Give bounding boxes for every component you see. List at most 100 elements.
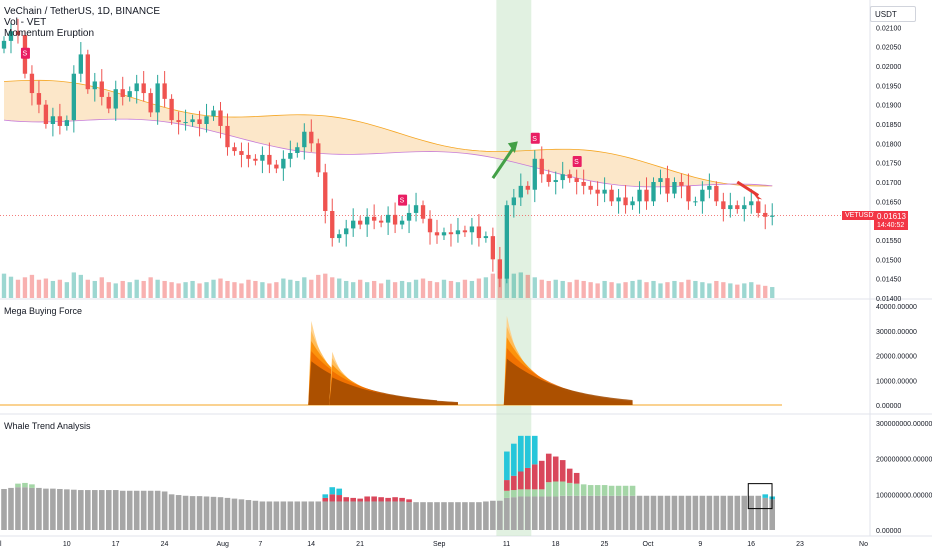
whale-bar-gray — [657, 495, 664, 530]
whale-bar-gray — [85, 490, 91, 530]
whale-bar-gray — [287, 501, 294, 530]
volume-bar — [141, 280, 146, 298]
candle — [434, 232, 440, 236]
volume-bar — [378, 283, 384, 298]
volume-bar — [413, 279, 419, 298]
volume-bar — [351, 282, 356, 298]
price-tick-label: 0.02050 — [876, 45, 901, 52]
whale-bar-gray — [36, 487, 42, 530]
whale-bar-gray — [552, 496, 559, 530]
volume-bar — [337, 278, 342, 298]
buy-arrow-head — [507, 141, 518, 154]
price-tick-label: 0.02100 — [876, 25, 901, 32]
whale-bar-gray — [371, 501, 377, 530]
whale-bar-gray — [580, 495, 587, 530]
candle — [92, 81, 97, 90]
volume-bar — [57, 279, 63, 298]
whale-bar-gray — [57, 488, 63, 530]
whale-bar-gray — [538, 496, 545, 530]
whale-bar-gray — [678, 495, 685, 530]
whale-bar-gray — [518, 496, 524, 530]
candle — [665, 178, 670, 194]
price-tick-label: 0.01750 — [876, 161, 901, 168]
candle — [148, 93, 153, 113]
candle — [455, 230, 461, 235]
volume-bar — [36, 279, 42, 298]
candle — [763, 212, 768, 217]
candle — [169, 98, 174, 121]
candle — [651, 182, 656, 202]
candle — [316, 143, 321, 173]
chart-title: VeChain / TetherUS, 1D, BINANCE — [4, 6, 160, 17]
whale-bar-red — [552, 456, 559, 482]
whale-bar-green — [29, 484, 35, 488]
volume-bar — [281, 278, 286, 298]
whale-bar-gray — [1, 488, 7, 530]
volume-bar — [658, 283, 663, 298]
candle — [302, 131, 307, 148]
volume-bar — [106, 282, 111, 298]
whale-bar-red — [378, 497, 384, 502]
candle — [441, 232, 447, 236]
whale-bar-gray — [420, 502, 426, 530]
volume-bar — [707, 283, 712, 298]
volume-bar — [434, 282, 440, 298]
candle — [64, 120, 70, 126]
candle — [364, 216, 370, 225]
whale-bar-gray — [210, 496, 217, 530]
whale-bar-gray — [706, 495, 713, 530]
whale-bar-green — [511, 490, 517, 498]
whale-bar-green — [629, 485, 636, 496]
volume-bar — [385, 279, 391, 298]
candle — [57, 116, 63, 126]
whale-bar-gray — [259, 501, 266, 530]
currency-selector[interactable]: USDT — [870, 6, 916, 22]
candle — [337, 234, 342, 239]
volume-bar — [770, 287, 775, 298]
whale-tick-label: 200000000.00000 — [876, 457, 932, 464]
sell-signal-text: S — [400, 198, 405, 205]
whale-bar-red — [322, 497, 329, 502]
volume-indicator-title: Vol - VET — [4, 17, 47, 28]
whale-bar-gray — [126, 490, 133, 530]
volume-bar — [476, 278, 482, 298]
whale-bar-gray — [301, 501, 308, 530]
volume-bar — [211, 279, 216, 298]
candle — [113, 89, 118, 109]
time-tick-label: 25 — [601, 541, 609, 548]
candle — [295, 147, 300, 153]
whale-bar-gray — [545, 496, 552, 530]
price-tick-label: 0.01800 — [876, 141, 901, 148]
whale-bar-gray — [490, 500, 496, 530]
whale-bar-gray — [608, 495, 615, 530]
whale-bar-gray — [280, 501, 287, 530]
price-tick-label: 0.01900 — [876, 103, 901, 110]
volume-bar — [651, 280, 656, 298]
sell-signal-text: S — [22, 51, 27, 58]
volume-bar — [504, 270, 510, 298]
volume-bar — [92, 280, 97, 298]
whale-bar-red — [531, 464, 538, 490]
whale-bar-gray — [636, 495, 643, 530]
time-tick-label: 14 — [307, 541, 315, 548]
volume-bar — [99, 277, 104, 298]
volume-bar — [29, 274, 35, 298]
volume-bar — [358, 279, 363, 298]
whale-bar-gray — [566, 495, 573, 530]
whale-bar-gray — [78, 490, 84, 530]
whale-bar-red — [350, 497, 356, 502]
whale-bar-red — [357, 498, 363, 502]
whale-bar-red — [566, 468, 573, 483]
sell-arrow-head — [753, 193, 763, 200]
candle — [225, 125, 230, 148]
candle — [260, 154, 265, 161]
whale-bar-gray — [245, 500, 252, 530]
volume-bar — [8, 276, 14, 298]
volume-bar — [693, 280, 698, 298]
volume-bar — [78, 274, 83, 298]
candle — [141, 83, 146, 94]
candle — [190, 119, 195, 123]
volume-bar — [148, 277, 153, 298]
